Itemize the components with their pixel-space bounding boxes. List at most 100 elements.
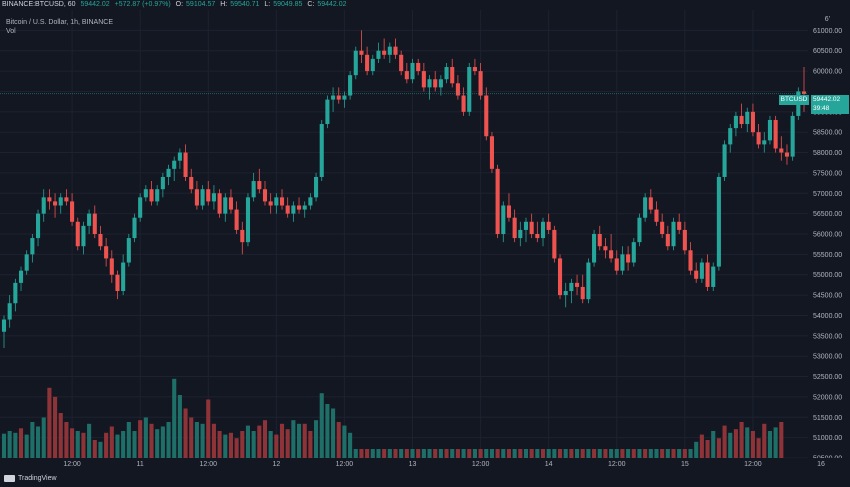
candle <box>654 201 659 226</box>
candle <box>450 58 455 88</box>
candle-body <box>92 213 97 234</box>
candle <box>609 234 614 263</box>
y-tick-label: 56000.00 <box>813 232 842 239</box>
candle <box>177 148 182 169</box>
candle <box>410 58 415 84</box>
volume-bar <box>557 449 563 458</box>
candle-body <box>506 205 512 218</box>
candle-body <box>268 201 273 206</box>
candle <box>484 87 489 141</box>
tradingview-logo[interactable]: TradingView <box>4 475 57 482</box>
candle-body <box>773 119 778 149</box>
volume-bar <box>24 434 29 458</box>
candle <box>399 50 404 76</box>
volume-bar <box>234 438 239 458</box>
candle-body <box>756 132 761 145</box>
volume-bar <box>682 449 687 458</box>
candle-body <box>677 221 682 230</box>
candle <box>478 62 483 100</box>
candle <box>336 87 341 104</box>
volume-bar <box>268 431 273 458</box>
volume-bar <box>393 449 398 458</box>
candle-body <box>172 160 177 169</box>
volume-bar <box>455 449 460 458</box>
y-tick-label: 51000.00 <box>813 435 842 442</box>
candle <box>325 95 330 129</box>
volume-bar <box>540 449 546 458</box>
volume-bar <box>342 425 347 458</box>
candle-body <box>427 79 432 88</box>
volume-bar <box>200 423 205 458</box>
volume-bar <box>722 425 727 458</box>
candle-body <box>98 234 103 247</box>
y-tick-label: 54000.00 <box>813 313 842 320</box>
candle-body <box>699 262 704 279</box>
volume-bar <box>484 449 489 458</box>
price-axis[interactable]: 50500.0051000.0051500.0052000.0052500.00… <box>808 0 850 487</box>
y-tick-label: 53000.00 <box>813 354 842 361</box>
candle-body <box>416 62 421 72</box>
candle-body <box>1 319 7 332</box>
candle <box>518 221 523 247</box>
symbol-line[interactable]: BINANCE:BTCUSD, 60 <box>2 1 76 8</box>
candle <box>784 144 790 165</box>
volume-bar <box>70 428 75 458</box>
candle-body <box>580 286 585 300</box>
candle-body <box>365 54 370 72</box>
candle <box>750 103 755 137</box>
last-price-tag: 59442.02 39:48 <box>811 95 849 114</box>
candle <box>557 254 563 300</box>
candle-body <box>438 79 443 88</box>
volume-bar <box>331 408 336 458</box>
volume-bar <box>257 425 262 458</box>
candle <box>348 71 353 100</box>
candle-body <box>575 282 580 287</box>
candle <box>637 213 642 247</box>
volume-label[interactable]: Vol <box>6 28 16 35</box>
x-tick-label: 12:00 <box>63 461 81 468</box>
volume-bar <box>7 431 12 458</box>
volume-bar <box>223 434 228 458</box>
y-tick-label: 55000.00 <box>813 272 842 279</box>
candle <box>365 46 370 76</box>
candle <box>228 189 233 214</box>
candle <box>291 201 296 222</box>
y-tick-label: 57500.00 <box>813 170 842 177</box>
volume-bar <box>552 449 557 458</box>
candle-body <box>279 197 285 206</box>
volume-bar <box>569 449 574 458</box>
volume-bar <box>348 432 353 458</box>
volume-bar <box>535 449 540 458</box>
candle-body <box>81 225 86 247</box>
candle-body <box>410 62 415 80</box>
candle <box>13 278 18 312</box>
volume-bar <box>104 432 109 458</box>
candle <box>699 258 704 283</box>
bar-countdown: 39:48 <box>813 105 830 112</box>
chart-subtitle: Bitcoin / U.S. Dollar, 1h, BINANCE <box>6 19 113 26</box>
candle-body <box>359 50 364 55</box>
volume-bar <box>489 449 494 458</box>
time-axis[interactable]: 12:00 11 12:00 12 12:00 13 12:00 14 12:00 15 12:00… <box>0 458 850 487</box>
candle <box>586 258 591 304</box>
volume-bar <box>399 449 404 458</box>
candle <box>620 246 625 275</box>
candle <box>660 213 665 239</box>
candle-body <box>36 213 41 239</box>
candle-body <box>24 254 29 271</box>
volume-bar <box>47 387 52 458</box>
candle <box>563 282 568 308</box>
candle <box>98 225 103 251</box>
candle-body <box>750 111 755 133</box>
candle-body <box>121 262 126 292</box>
candle <box>745 107 750 133</box>
candle <box>569 278 574 304</box>
volume-bar <box>194 422 199 458</box>
candle <box>506 193 512 222</box>
candle <box>438 75 443 96</box>
y-tick-label: 60000.00 <box>813 69 842 76</box>
candle-body <box>274 197 279 206</box>
candle <box>433 71 438 92</box>
candle-body <box>138 197 143 218</box>
